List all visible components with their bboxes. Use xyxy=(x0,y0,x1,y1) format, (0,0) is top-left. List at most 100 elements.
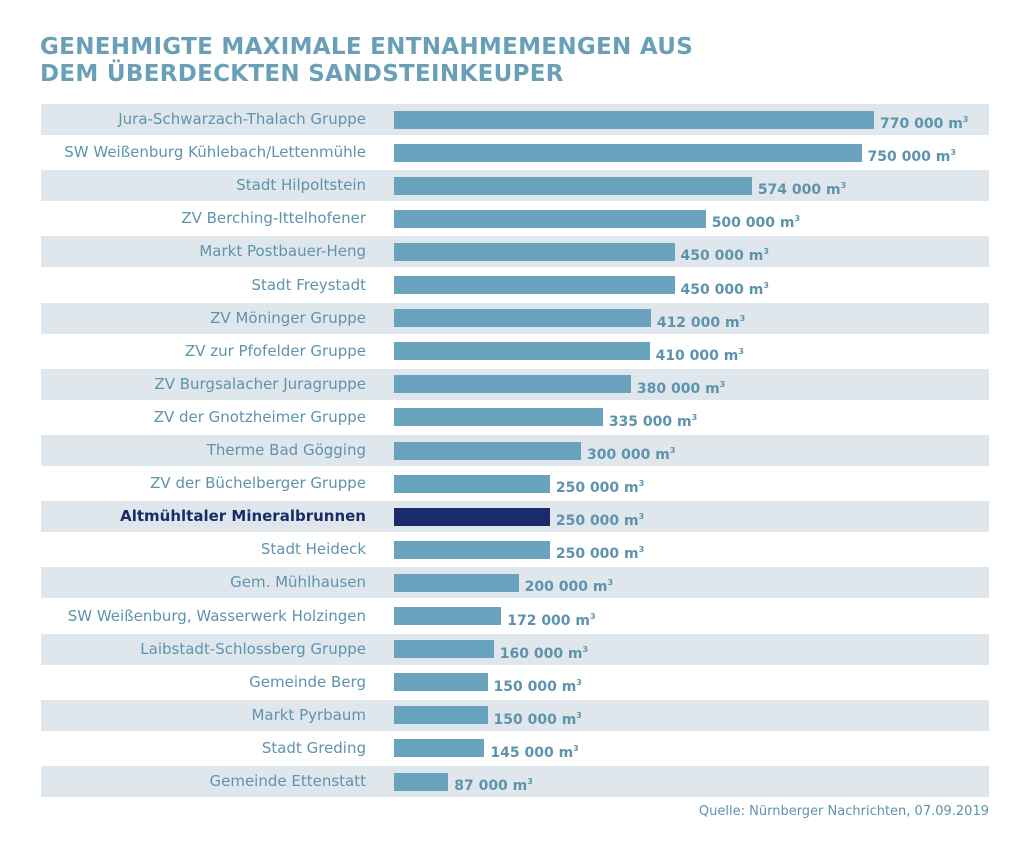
category-label: ZV der Büchelberger Gruppe xyxy=(150,474,366,493)
value-label: 145 000 m3 xyxy=(490,733,578,769)
value-label-text: 250 000 m xyxy=(555,546,639,563)
value-label-text: 250 000 m xyxy=(555,513,639,530)
unit-superscript: 3 xyxy=(691,412,698,422)
bar xyxy=(394,673,488,692)
unit-superscript: 3 xyxy=(763,280,769,290)
value-label: 412 000 m3 xyxy=(657,303,745,339)
category-label: Gemeinde Berg xyxy=(249,672,366,691)
bar xyxy=(394,706,488,725)
category-label: Markt Pyrbaum xyxy=(251,705,366,724)
row-background xyxy=(41,766,989,798)
category-label: Gem. Mühlhausen xyxy=(230,573,366,592)
row-background xyxy=(41,699,989,731)
category-label: SW Weißenburg Kühlebach/Lettenmühle xyxy=(64,143,366,162)
value-label: 450 000 m3 xyxy=(681,236,769,272)
value-label-text: 412 000 m xyxy=(656,314,740,331)
bar xyxy=(394,441,581,460)
unit-superscript: 3 xyxy=(638,545,645,555)
unit-superscript: 3 xyxy=(950,148,956,158)
value-label-text: 770 000 m xyxy=(880,116,963,132)
category-label: Laibstadt-Schlossberg Gruppe xyxy=(140,639,366,658)
bar xyxy=(394,474,550,493)
bar xyxy=(394,540,550,559)
value-label-text: 150 000 m xyxy=(493,711,577,728)
unit-superscript: 3 xyxy=(739,313,746,323)
value-label: 150 000 m3 xyxy=(494,667,582,703)
value-label-text: 335 000 m xyxy=(608,413,692,430)
value-label-text: 750 000 m xyxy=(867,149,951,166)
category-label: ZV Berching-Ittelhofener xyxy=(181,209,366,228)
unit-superscript: 3 xyxy=(527,777,533,786)
value-label-text: 574 000 m xyxy=(757,182,841,199)
value-label: 300 000 m3 xyxy=(587,435,675,471)
category-label: ZV Burgsalacher Juragruppe xyxy=(154,374,366,393)
value-label-text: 500 000 m xyxy=(711,215,795,232)
category-label: Stadt Freystadt xyxy=(251,275,366,294)
bar xyxy=(394,309,651,328)
value-label-text: 250 000 m xyxy=(555,480,639,497)
chart-title-line-1: GENEHMIGTE MAXIMALE ENTNAHMEMENGEN AUS xyxy=(40,34,694,60)
bar xyxy=(394,739,485,758)
value-label: 410 000 m3 xyxy=(656,336,744,372)
bar xyxy=(394,640,494,659)
value-label-text: 172 000 m xyxy=(507,612,591,629)
bar xyxy=(394,276,675,295)
value-label: 172 000 m3 xyxy=(507,601,595,637)
unit-superscript: 3 xyxy=(840,181,847,191)
category-label: Stadt Hilpoltstein xyxy=(236,176,366,195)
category-label: Markt Postbauer-Heng xyxy=(199,242,366,261)
value-label: 380 000 m3 xyxy=(637,369,725,405)
chart-title-line-2: DEM ÜBERDECKTEN SANDSTEINKEUPER xyxy=(40,61,564,87)
unit-superscript: 3 xyxy=(669,446,676,455)
value-label-text: 160 000 m xyxy=(499,645,583,662)
category-label: ZV der Gnotzheimer Gruppe xyxy=(153,407,366,426)
value-label: 750 000 m3 xyxy=(868,137,956,173)
chart-title: GENEHMIGTE MAXIMALE ENTNAHMEMENGEN AUS D… xyxy=(40,34,940,88)
unit-superscript: 3 xyxy=(607,578,614,588)
value-label: 250 000 m3 xyxy=(556,501,644,537)
unit-superscript: 3 xyxy=(590,611,596,621)
value-label: 335 000 m3 xyxy=(609,402,697,438)
unit-superscript: 3 xyxy=(573,743,579,753)
bar xyxy=(394,408,603,427)
value-label-text: 450 000 m xyxy=(680,281,764,298)
value-label-text: 87 000 m xyxy=(454,778,528,794)
value-label-text: 380 000 m xyxy=(636,380,720,397)
bar xyxy=(394,143,862,162)
bar xyxy=(394,375,631,394)
value-label-text: 150 000 m xyxy=(493,678,577,695)
unit-superscript: 3 xyxy=(576,677,582,687)
unit-superscript: 3 xyxy=(582,644,589,654)
unit-superscript: 3 xyxy=(738,346,744,356)
unit-superscript: 3 xyxy=(962,115,969,124)
bar xyxy=(394,342,650,361)
value-label: 200 000 m3 xyxy=(525,567,613,603)
bar xyxy=(394,242,675,261)
bar xyxy=(394,209,706,228)
value-label-text: 410 000 m xyxy=(655,347,739,364)
row-background xyxy=(41,633,989,665)
value-label: 500 000 m3 xyxy=(712,203,800,239)
category-label: Stadt Heideck xyxy=(260,540,366,559)
value-label: 250 000 m3 xyxy=(556,468,644,504)
value-label-text: 145 000 m xyxy=(490,744,574,761)
value-label: 250 000 m3 xyxy=(556,534,644,570)
category-label: ZV zur Pfofelder Gruppe xyxy=(184,341,366,360)
bar xyxy=(394,176,752,195)
bar xyxy=(394,573,519,592)
bar xyxy=(394,507,550,526)
unit-superscript: 3 xyxy=(763,247,769,257)
bar xyxy=(394,607,502,626)
category-label: Jura-Schwarzach-Thalach Gruppe xyxy=(118,110,366,128)
value-label: 150 000 m3 xyxy=(494,700,582,736)
unit-superscript: 3 xyxy=(719,379,726,389)
value-label: 450 000 m3 xyxy=(681,270,769,306)
value-label-text: 200 000 m xyxy=(524,579,608,596)
unit-superscript: 3 xyxy=(794,214,801,224)
category-label: SW Weißenburg, Wasserwerk Holzingen xyxy=(67,606,366,625)
value-label: 770 000 m3 xyxy=(880,104,968,140)
unit-superscript: 3 xyxy=(576,710,582,720)
value-label: 160 000 m3 xyxy=(500,634,588,670)
bar xyxy=(394,772,449,791)
